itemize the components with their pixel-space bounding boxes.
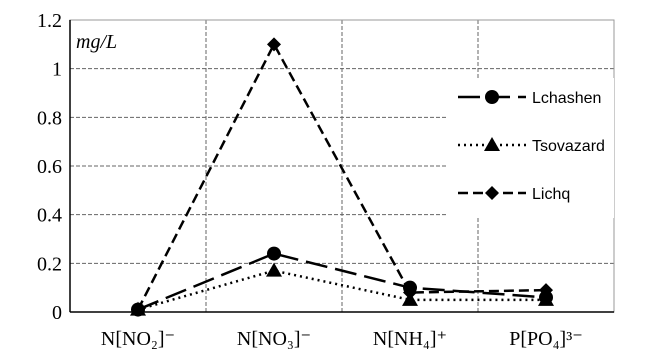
x-tick-label: N[NO₃]⁻ xyxy=(237,328,311,350)
legend-box xyxy=(448,78,614,218)
y-tick-label: 0 xyxy=(52,302,62,324)
diamond-marker xyxy=(403,285,417,300)
diamond-marker xyxy=(485,186,499,200)
y-tick-label: 0.2 xyxy=(37,253,62,275)
y-tick-label: 1 xyxy=(52,59,62,81)
unit-label: mg/L xyxy=(76,31,117,53)
diamond-marker xyxy=(131,302,145,317)
series-line xyxy=(136,43,547,311)
x-tick-label: P[PO₄]³⁻ xyxy=(509,328,583,350)
legend: Lchashen Tsovazard Lichq xyxy=(448,78,614,218)
x-tick-label: N[NO₂]⁻ xyxy=(101,328,175,350)
triangle-marker xyxy=(266,262,282,277)
y-tick-label: 0.4 xyxy=(37,205,62,227)
circle-marker xyxy=(539,290,553,305)
x-tick-label: N[NH₄]⁺ xyxy=(373,328,447,350)
circle-marker xyxy=(485,90,499,104)
legend-item: Lchashen xyxy=(458,90,601,107)
legend-label: Tsovazard xyxy=(532,138,605,155)
y-tick-label: 1.2 xyxy=(37,10,62,32)
tick-labels: 0 0.2 0.4 0.6 0.8 1 1.2 N[NO₂]⁻ N[NO₃]⁻ N[NH₄]⁺ P[… xyxy=(37,10,583,350)
diamond-marker xyxy=(539,283,553,298)
legend-label: Lichq xyxy=(532,186,570,203)
diamond-marker xyxy=(267,37,281,52)
series-group xyxy=(130,37,554,317)
triangle-marker xyxy=(484,137,500,151)
legend-item: Lichq xyxy=(458,186,570,203)
circle-marker xyxy=(267,246,281,261)
series-line xyxy=(137,252,547,311)
series-lichq xyxy=(131,37,553,317)
legend-item: Tsovazard xyxy=(458,137,605,155)
legend-label: Lchashen xyxy=(532,90,601,107)
series-line xyxy=(137,269,546,311)
y-tick-label: 0.6 xyxy=(37,156,62,178)
y-tick-label: 0.8 xyxy=(37,107,62,129)
